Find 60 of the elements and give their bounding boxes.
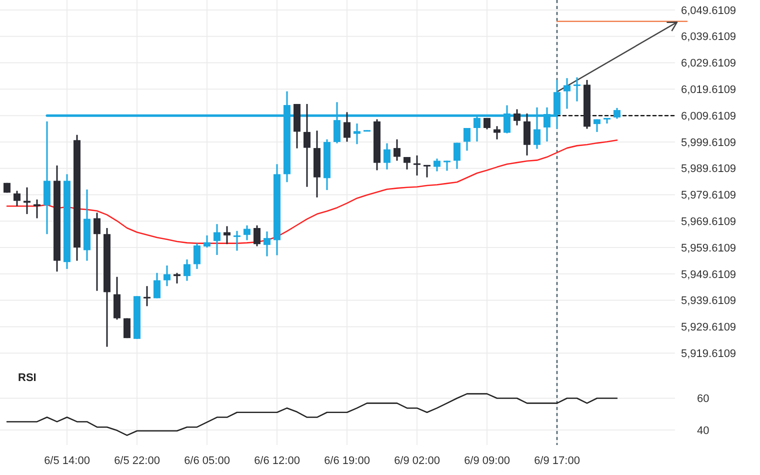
candlestick	[424, 164, 430, 178]
y-tick-label: 5,979.6109	[681, 190, 736, 202]
candlestick	[514, 108, 520, 126]
candlestick	[454, 142, 460, 170]
candlestick	[434, 158, 440, 172]
candlestick	[254, 224, 260, 247]
y-tick-label: 5,999.6109	[681, 136, 736, 149]
x-tick-label: 6/9 17:00	[534, 455, 580, 467]
candlestick	[404, 156, 410, 170]
x-tick-label: 6/5 14:00	[44, 455, 90, 467]
y-tick-label: 5,929.6109	[681, 322, 736, 334]
x-tick-label: 6/6 05:00	[184, 455, 230, 467]
line-series	[6, 393, 618, 436]
y-tick-label: 6,029.6109	[681, 58, 736, 70]
y-tick-label: 40	[697, 424, 710, 437]
y-tick-label: 5,919.6109	[681, 348, 736, 360]
x-tick-label: 6/9 02:00	[394, 455, 440, 467]
y-tick-label: 60	[697, 393, 710, 406]
candlestick	[264, 230, 270, 258]
candlestick	[224, 225, 230, 245]
candlestick	[94, 212, 100, 292]
y-tick-label: 5,949.6109	[681, 268, 736, 281]
candlestick	[144, 285, 150, 307]
text: RSI	[18, 372, 36, 384]
x-tick-label: 6/5 22:00	[114, 455, 160, 467]
candlestick	[354, 122, 360, 145]
x-tick-label: 6/6 19:00	[324, 455, 370, 467]
candlestick	[204, 234, 210, 248]
y-tick-label: 6,049.6109	[681, 4, 736, 17]
x-tick-label: 6/6 12:00	[254, 455, 300, 467]
x-tick-label: 6/9 09:00	[464, 455, 510, 467]
candlestick	[564, 77, 570, 110]
candlestick	[304, 103, 310, 188]
candlestick	[154, 272, 160, 299]
y-tick-label: 5,969.6109	[681, 216, 736, 228]
candlestick	[164, 264, 170, 287]
candlestick	[14, 190, 20, 207]
y-tick-label: 5,989.6109	[681, 163, 736, 176]
y-tick-label: 6,039.6109	[681, 31, 736, 44]
candlestick	[234, 230, 240, 252]
candlestick	[614, 107, 620, 120]
candlestick	[214, 223, 220, 256]
candlestick	[194, 242, 200, 270]
y-tick-label: 6,019.6109	[681, 84, 736, 96]
candlestick	[594, 118, 600, 133]
candlestick	[394, 138, 400, 162]
y-tick-label: 5,939.6109	[681, 295, 736, 308]
candlestick	[444, 160, 450, 172]
candlestick	[524, 112, 530, 156]
candlestick	[244, 224, 250, 241]
candlestick	[464, 127, 470, 152]
y-tick-label: 5,959.6109	[681, 242, 736, 254]
candlestick	[494, 125, 500, 140]
candlestick	[574, 76, 580, 102]
candlestick	[384, 142, 390, 170]
candlestick	[184, 258, 190, 282]
candlestick	[174, 272, 180, 284]
candlestick	[414, 154, 420, 176]
y-tick-label: 6,009.6109	[681, 110, 736, 122]
candlestick	[344, 111, 350, 142]
